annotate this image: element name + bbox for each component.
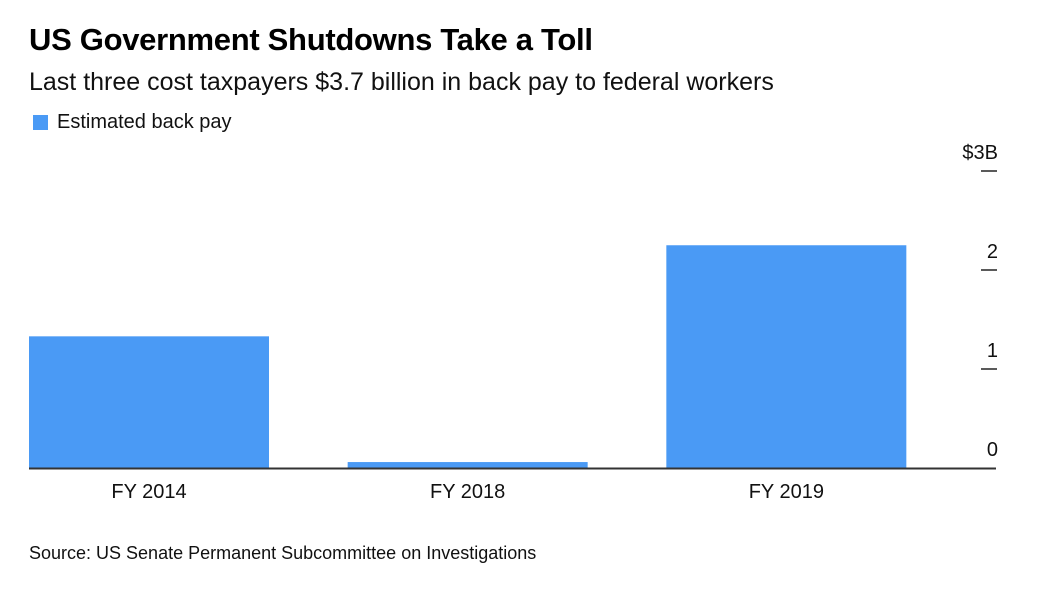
legend-label: Estimated back pay <box>57 111 232 133</box>
x-tick-label: FY 2018 <box>430 481 505 503</box>
legend-swatch <box>33 115 48 130</box>
y-tick-label: 2 <box>987 241 998 263</box>
y-axis: 0 1 2 $3B <box>962 142 998 461</box>
bar-fy-2019 <box>666 245 907 468</box>
bar-fy-2014 <box>29 336 269 468</box>
y-tick-label: $3B <box>962 142 998 164</box>
x-tick-label: FY 2014 <box>111 481 186 503</box>
x-tick-label: FY 2019 <box>749 481 824 503</box>
source-note: Source: US Senate Permanent Subcommittee… <box>29 543 537 563</box>
y-tick-label: 1 <box>987 340 998 362</box>
chart-title: US Government Shutdowns Take a Toll <box>29 22 593 57</box>
y-tick-label: 0 <box>987 439 998 461</box>
chart-subtitle: Last three cost taxpayers $3.7 billion i… <box>29 68 774 96</box>
x-axis: FY 2014 FY 2018 FY 2019 <box>29 467 996 503</box>
bar-fy-2018 <box>347 462 588 468</box>
bars-group <box>29 245 907 468</box>
legend: Estimated back pay <box>33 111 232 134</box>
